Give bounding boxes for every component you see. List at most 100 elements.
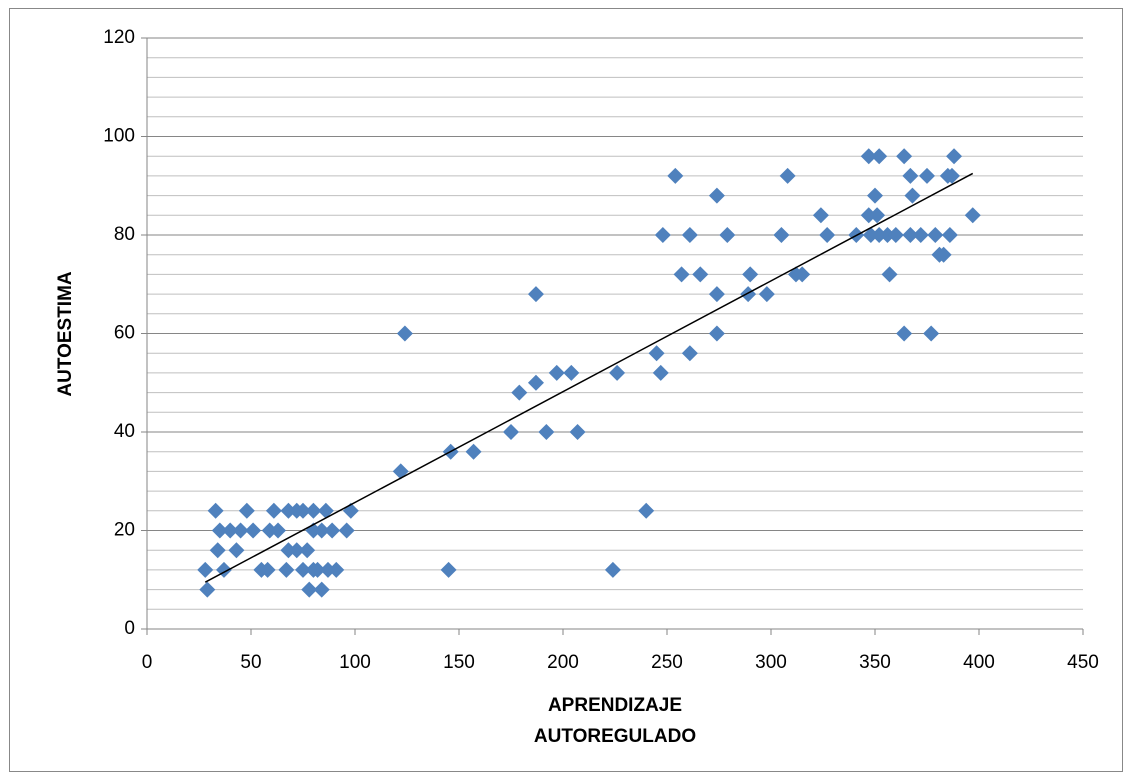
point	[867, 187, 883, 204]
x-tick-label: 400	[963, 652, 995, 673]
x-tick-label: 50	[240, 652, 261, 673]
point	[232, 522, 249, 539]
point	[758, 286, 775, 303]
y-tick-label: 0	[124, 618, 135, 639]
point	[719, 227, 736, 243]
point	[860, 148, 877, 165]
point	[211, 522, 228, 539]
point	[569, 424, 586, 440]
point	[964, 207, 981, 224]
point	[941, 227, 958, 243]
y-tick-label: 100	[103, 126, 135, 147]
point	[319, 561, 336, 578]
point	[794, 266, 811, 283]
point	[261, 522, 278, 539]
point	[309, 561, 326, 578]
point	[871, 227, 888, 243]
point	[259, 561, 276, 578]
point	[779, 167, 796, 184]
point	[295, 561, 311, 578]
point	[604, 561, 621, 578]
point	[305, 502, 322, 519]
point	[207, 502, 224, 519]
x-axis-title: APRENDIZAJE	[548, 695, 682, 716]
point	[280, 502, 297, 519]
x-tick-label: 250	[651, 652, 683, 673]
y-tick-label: 60	[114, 323, 135, 344]
point	[465, 443, 482, 460]
point	[396, 325, 413, 342]
point	[681, 345, 698, 362]
point	[943, 167, 960, 184]
point	[819, 227, 836, 243]
x-tick-label: 150	[443, 652, 475, 673]
point	[812, 207, 829, 224]
point	[228, 542, 245, 559]
point	[209, 542, 226, 559]
point	[503, 424, 519, 440]
point	[527, 374, 544, 391]
y-axis-title: AUTOESTIMA	[55, 271, 76, 397]
point	[773, 227, 790, 243]
x-tick-label: 100	[339, 652, 371, 673]
point	[313, 581, 330, 598]
point	[919, 167, 935, 184]
point	[902, 167, 919, 184]
point	[708, 286, 725, 303]
point	[313, 522, 330, 539]
trendline	[204, 172, 974, 583]
point	[923, 325, 940, 342]
point	[548, 364, 565, 381]
point	[317, 502, 334, 519]
point	[299, 542, 316, 559]
y-tick-label: 40	[114, 421, 135, 442]
point	[902, 227, 919, 243]
point	[654, 227, 671, 243]
point	[879, 227, 896, 243]
point	[887, 227, 904, 243]
x-tick-label: 0	[142, 652, 153, 673]
point	[869, 207, 886, 224]
x-tick-label: 300	[755, 652, 787, 673]
point	[692, 266, 709, 283]
point	[440, 561, 457, 578]
point	[238, 502, 255, 519]
y-tick-label: 120	[103, 27, 135, 48]
point	[912, 227, 929, 243]
point	[245, 522, 262, 539]
point	[338, 522, 355, 539]
point	[199, 581, 216, 598]
point	[265, 502, 282, 519]
point	[288, 542, 305, 559]
point	[295, 502, 311, 519]
point	[904, 187, 921, 204]
point	[563, 364, 580, 381]
point	[527, 286, 544, 303]
point	[638, 502, 655, 519]
point	[871, 148, 888, 165]
point	[946, 148, 963, 165]
x-tick-label: 450	[1067, 652, 1099, 673]
point	[708, 325, 725, 342]
point	[862, 227, 879, 243]
point	[197, 561, 214, 578]
point	[667, 167, 684, 184]
y-tick-label: 80	[114, 224, 135, 245]
point	[673, 266, 690, 283]
x-tick-label: 200	[547, 652, 579, 673]
point	[270, 522, 287, 539]
point	[708, 187, 725, 204]
point	[742, 266, 759, 283]
point	[681, 227, 698, 243]
x-tick-label: 350	[859, 652, 891, 673]
point	[609, 364, 626, 381]
point	[278, 561, 295, 578]
point	[881, 266, 898, 283]
point	[648, 345, 665, 362]
point	[896, 148, 913, 165]
y-tick-label: 20	[114, 520, 135, 541]
x-axis-title: AUTOREGULADO	[534, 726, 696, 747]
point	[652, 364, 669, 381]
point	[896, 325, 913, 342]
